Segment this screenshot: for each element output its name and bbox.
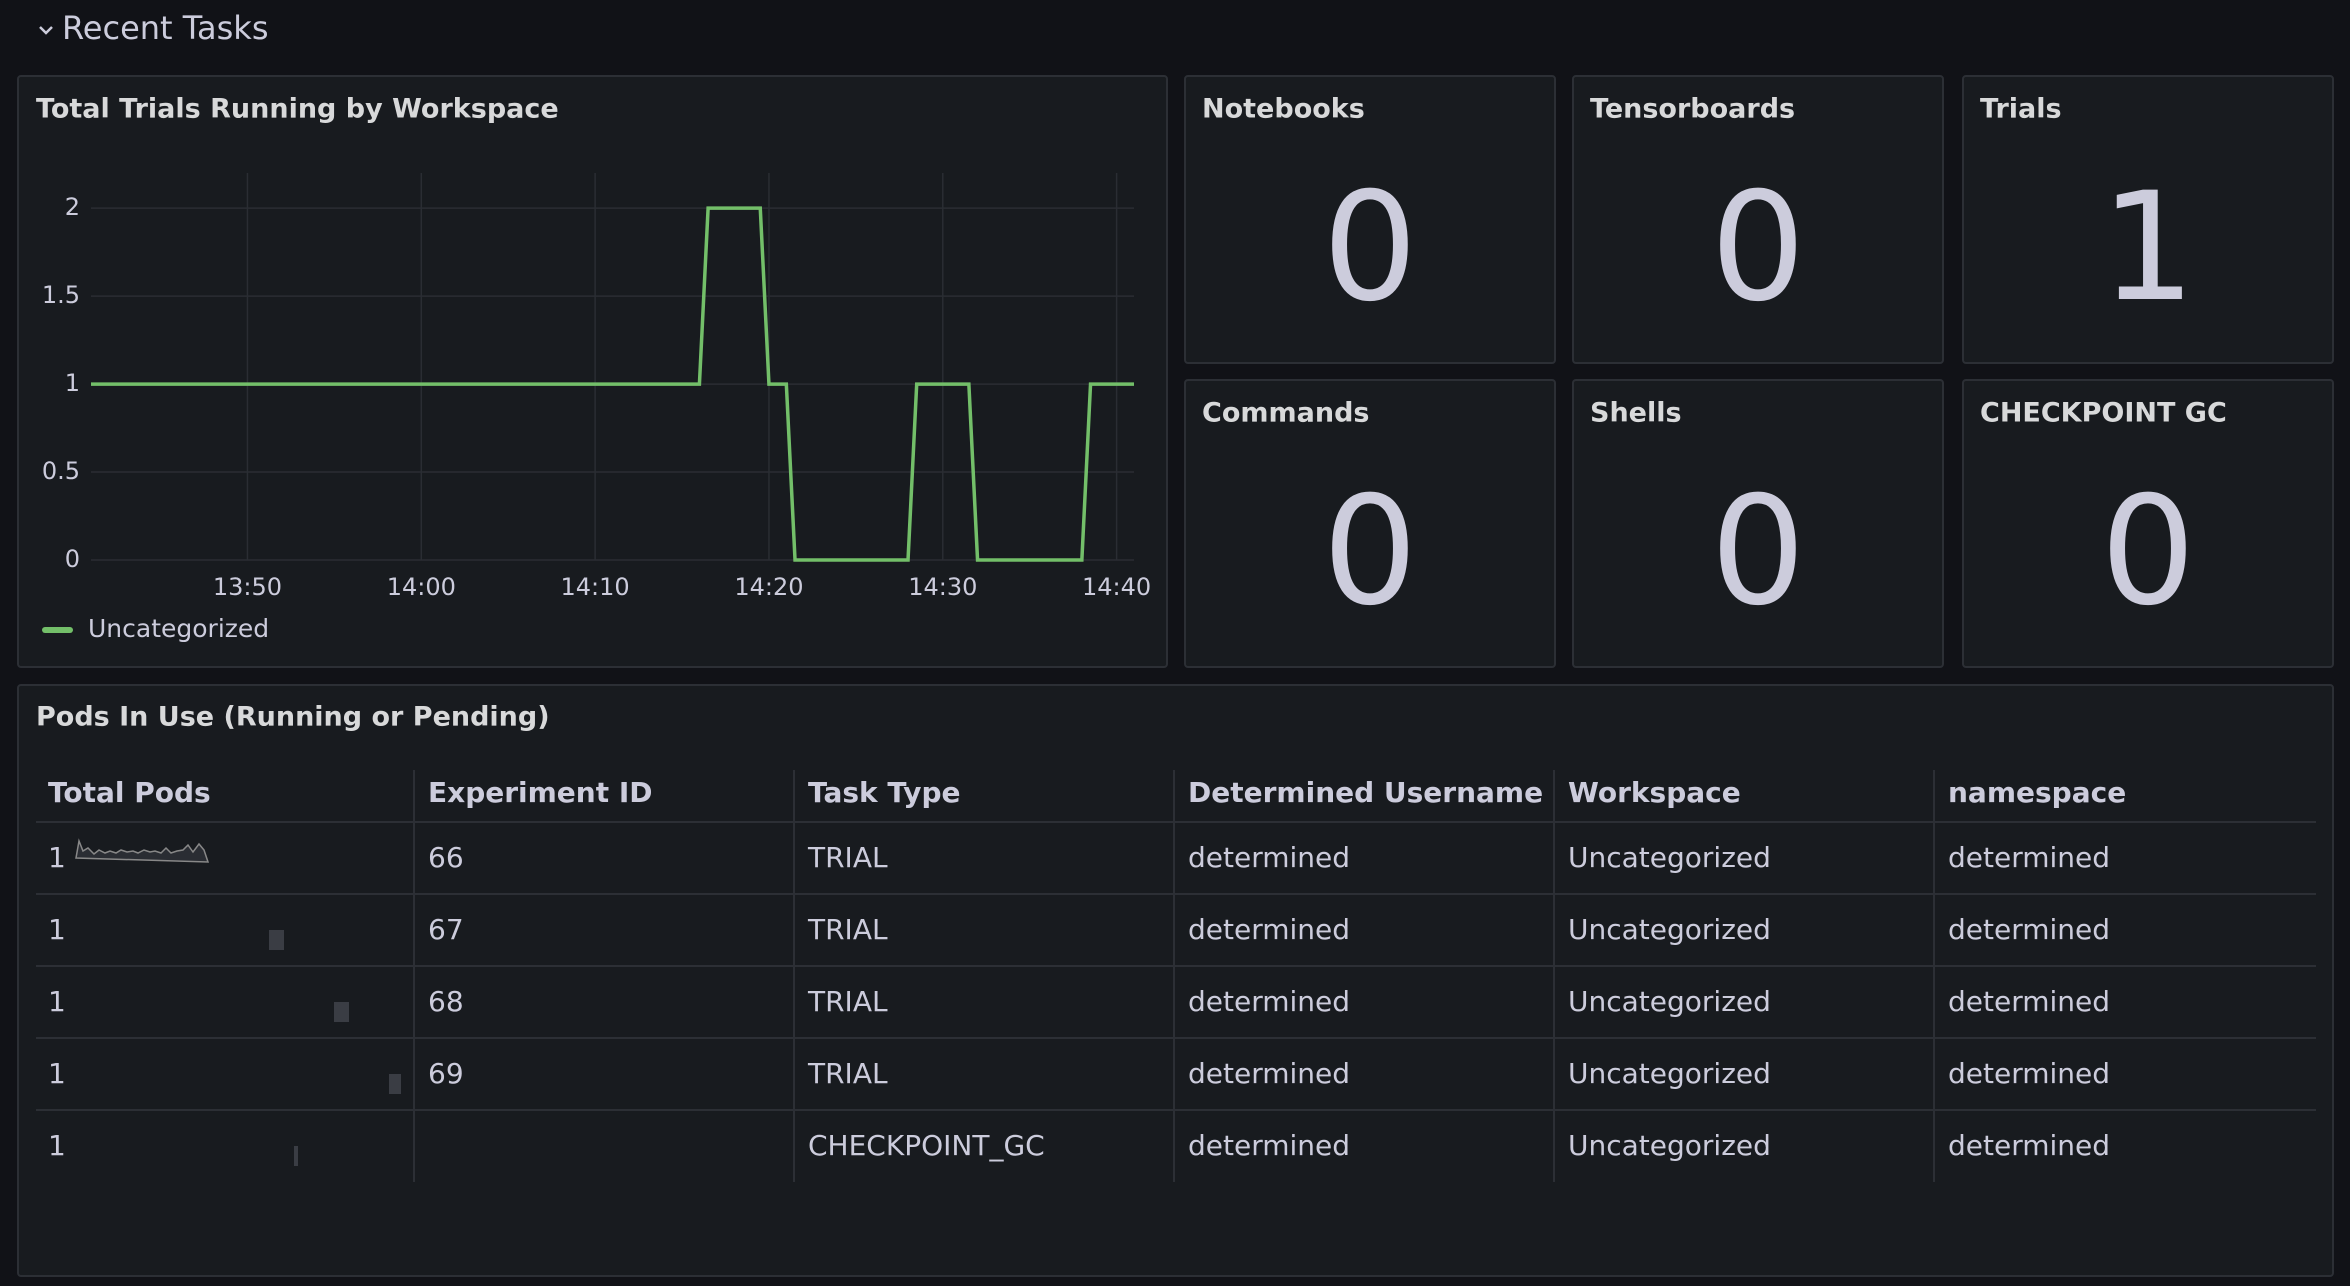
table-cell: TRIAL bbox=[807, 985, 888, 1018]
section-title[interactable]: Recent Tasks bbox=[62, 9, 269, 47]
sparkline bbox=[269, 930, 284, 950]
table-cell: 67 bbox=[428, 913, 464, 946]
table-cell: CHECKPOINT_GC bbox=[808, 1129, 1045, 1162]
table-cell: Uncategorized bbox=[1568, 1057, 1771, 1090]
y-tick-label: 1.5 bbox=[42, 281, 80, 309]
stat-value: 0 bbox=[2100, 465, 2195, 639]
y-tick-label: 0.5 bbox=[42, 457, 80, 485]
line-series bbox=[91, 206, 1134, 562]
table-cell: determined bbox=[1188, 913, 1350, 946]
stat-panel bbox=[1962, 75, 2334, 364]
x-tick-label: 14:30 bbox=[908, 573, 977, 601]
sparkline bbox=[389, 1074, 401, 1094]
table-cell: 66 bbox=[428, 841, 464, 874]
column-header: Determined Username bbox=[1188, 776, 1543, 809]
stat-value: 0 bbox=[1710, 161, 1805, 335]
table-cell: determined bbox=[1948, 1129, 2110, 1162]
sparkline bbox=[334, 1002, 349, 1022]
stat-title: Trials bbox=[1980, 94, 2062, 125]
stat-title: Tensorboards bbox=[1590, 94, 1795, 125]
x-tick-label: 14:00 bbox=[387, 573, 456, 601]
table-cell: determined bbox=[1948, 913, 2110, 946]
table-cell: determined bbox=[1188, 985, 1350, 1018]
column-header: Task Type bbox=[808, 776, 960, 809]
stat-title: Commands bbox=[1202, 398, 1369, 429]
table-cell: 1 bbox=[48, 841, 66, 874]
table-cell: Uncategorized bbox=[1568, 1129, 1771, 1162]
x-tick-label: 14:10 bbox=[561, 573, 630, 601]
stat-panel bbox=[1184, 379, 1556, 668]
table-cell: determined bbox=[1188, 1057, 1350, 1090]
column-header: Total Pods bbox=[48, 776, 211, 809]
table-cell: determined bbox=[1188, 841, 1350, 874]
table-cell: determined bbox=[1948, 985, 2110, 1018]
y-tick-label: 0 bbox=[65, 545, 80, 573]
stat-value: 0 bbox=[1322, 465, 1417, 639]
stat-panel bbox=[1572, 75, 1944, 364]
y-tick-label: 1 bbox=[65, 369, 80, 397]
stat-title: CHECKPOINT GC bbox=[1980, 398, 2227, 429]
collapse-chevron[interactable] bbox=[39, 26, 53, 35]
y-tick-label: 2 bbox=[65, 193, 80, 221]
table-cell: Uncategorized bbox=[1568, 913, 1771, 946]
sparklines bbox=[75, 838, 401, 1166]
table-cell: 1 bbox=[48, 985, 66, 1018]
table-cell: Uncategorized bbox=[1568, 985, 1771, 1018]
chart-title: Total Trials Running by Workspace bbox=[36, 94, 559, 125]
sparkline bbox=[294, 1146, 298, 1166]
table-cell: Uncategorized bbox=[1568, 841, 1771, 874]
table-cell: 1 bbox=[48, 1129, 66, 1162]
x-tick-label: 14:20 bbox=[734, 573, 803, 601]
stat-value: 0 bbox=[1322, 161, 1417, 335]
table-cell: TRIAL bbox=[807, 1057, 888, 1090]
table-cell: 69 bbox=[428, 1057, 464, 1090]
stat-panel bbox=[1184, 75, 1556, 364]
column-header: Experiment ID bbox=[428, 776, 653, 809]
stat-title: Shells bbox=[1590, 398, 1682, 429]
table-cell: 68 bbox=[428, 985, 464, 1018]
chart-panel bbox=[17, 75, 1168, 668]
table-cell: 1 bbox=[48, 1057, 66, 1090]
table-cell: determined bbox=[1948, 1057, 2110, 1090]
column-header: namespace bbox=[1948, 776, 2126, 809]
stat-value: 1 bbox=[2100, 161, 2195, 335]
column-header: Workspace bbox=[1568, 776, 1741, 809]
x-tick-label: 14:40 bbox=[1082, 573, 1151, 601]
stat-value: 0 bbox=[1710, 465, 1805, 639]
stat-title: Notebooks bbox=[1202, 94, 1365, 125]
table-cell: TRIAL bbox=[807, 913, 888, 946]
table-title: Pods In Use (Running or Pending) bbox=[36, 702, 550, 733]
table-panel bbox=[17, 684, 2334, 1277]
legend-label: Uncategorized bbox=[88, 614, 269, 643]
table-cell: TRIAL bbox=[807, 841, 888, 874]
stat-panel bbox=[1572, 379, 1944, 668]
table-cell: 1 bbox=[48, 913, 66, 946]
x-tick-label: 13:50 bbox=[213, 573, 282, 601]
sparkline bbox=[75, 838, 210, 863]
table-cell: determined bbox=[1188, 1129, 1350, 1162]
table-cell: determined bbox=[1948, 841, 2110, 874]
stat-panel bbox=[1962, 379, 2334, 668]
